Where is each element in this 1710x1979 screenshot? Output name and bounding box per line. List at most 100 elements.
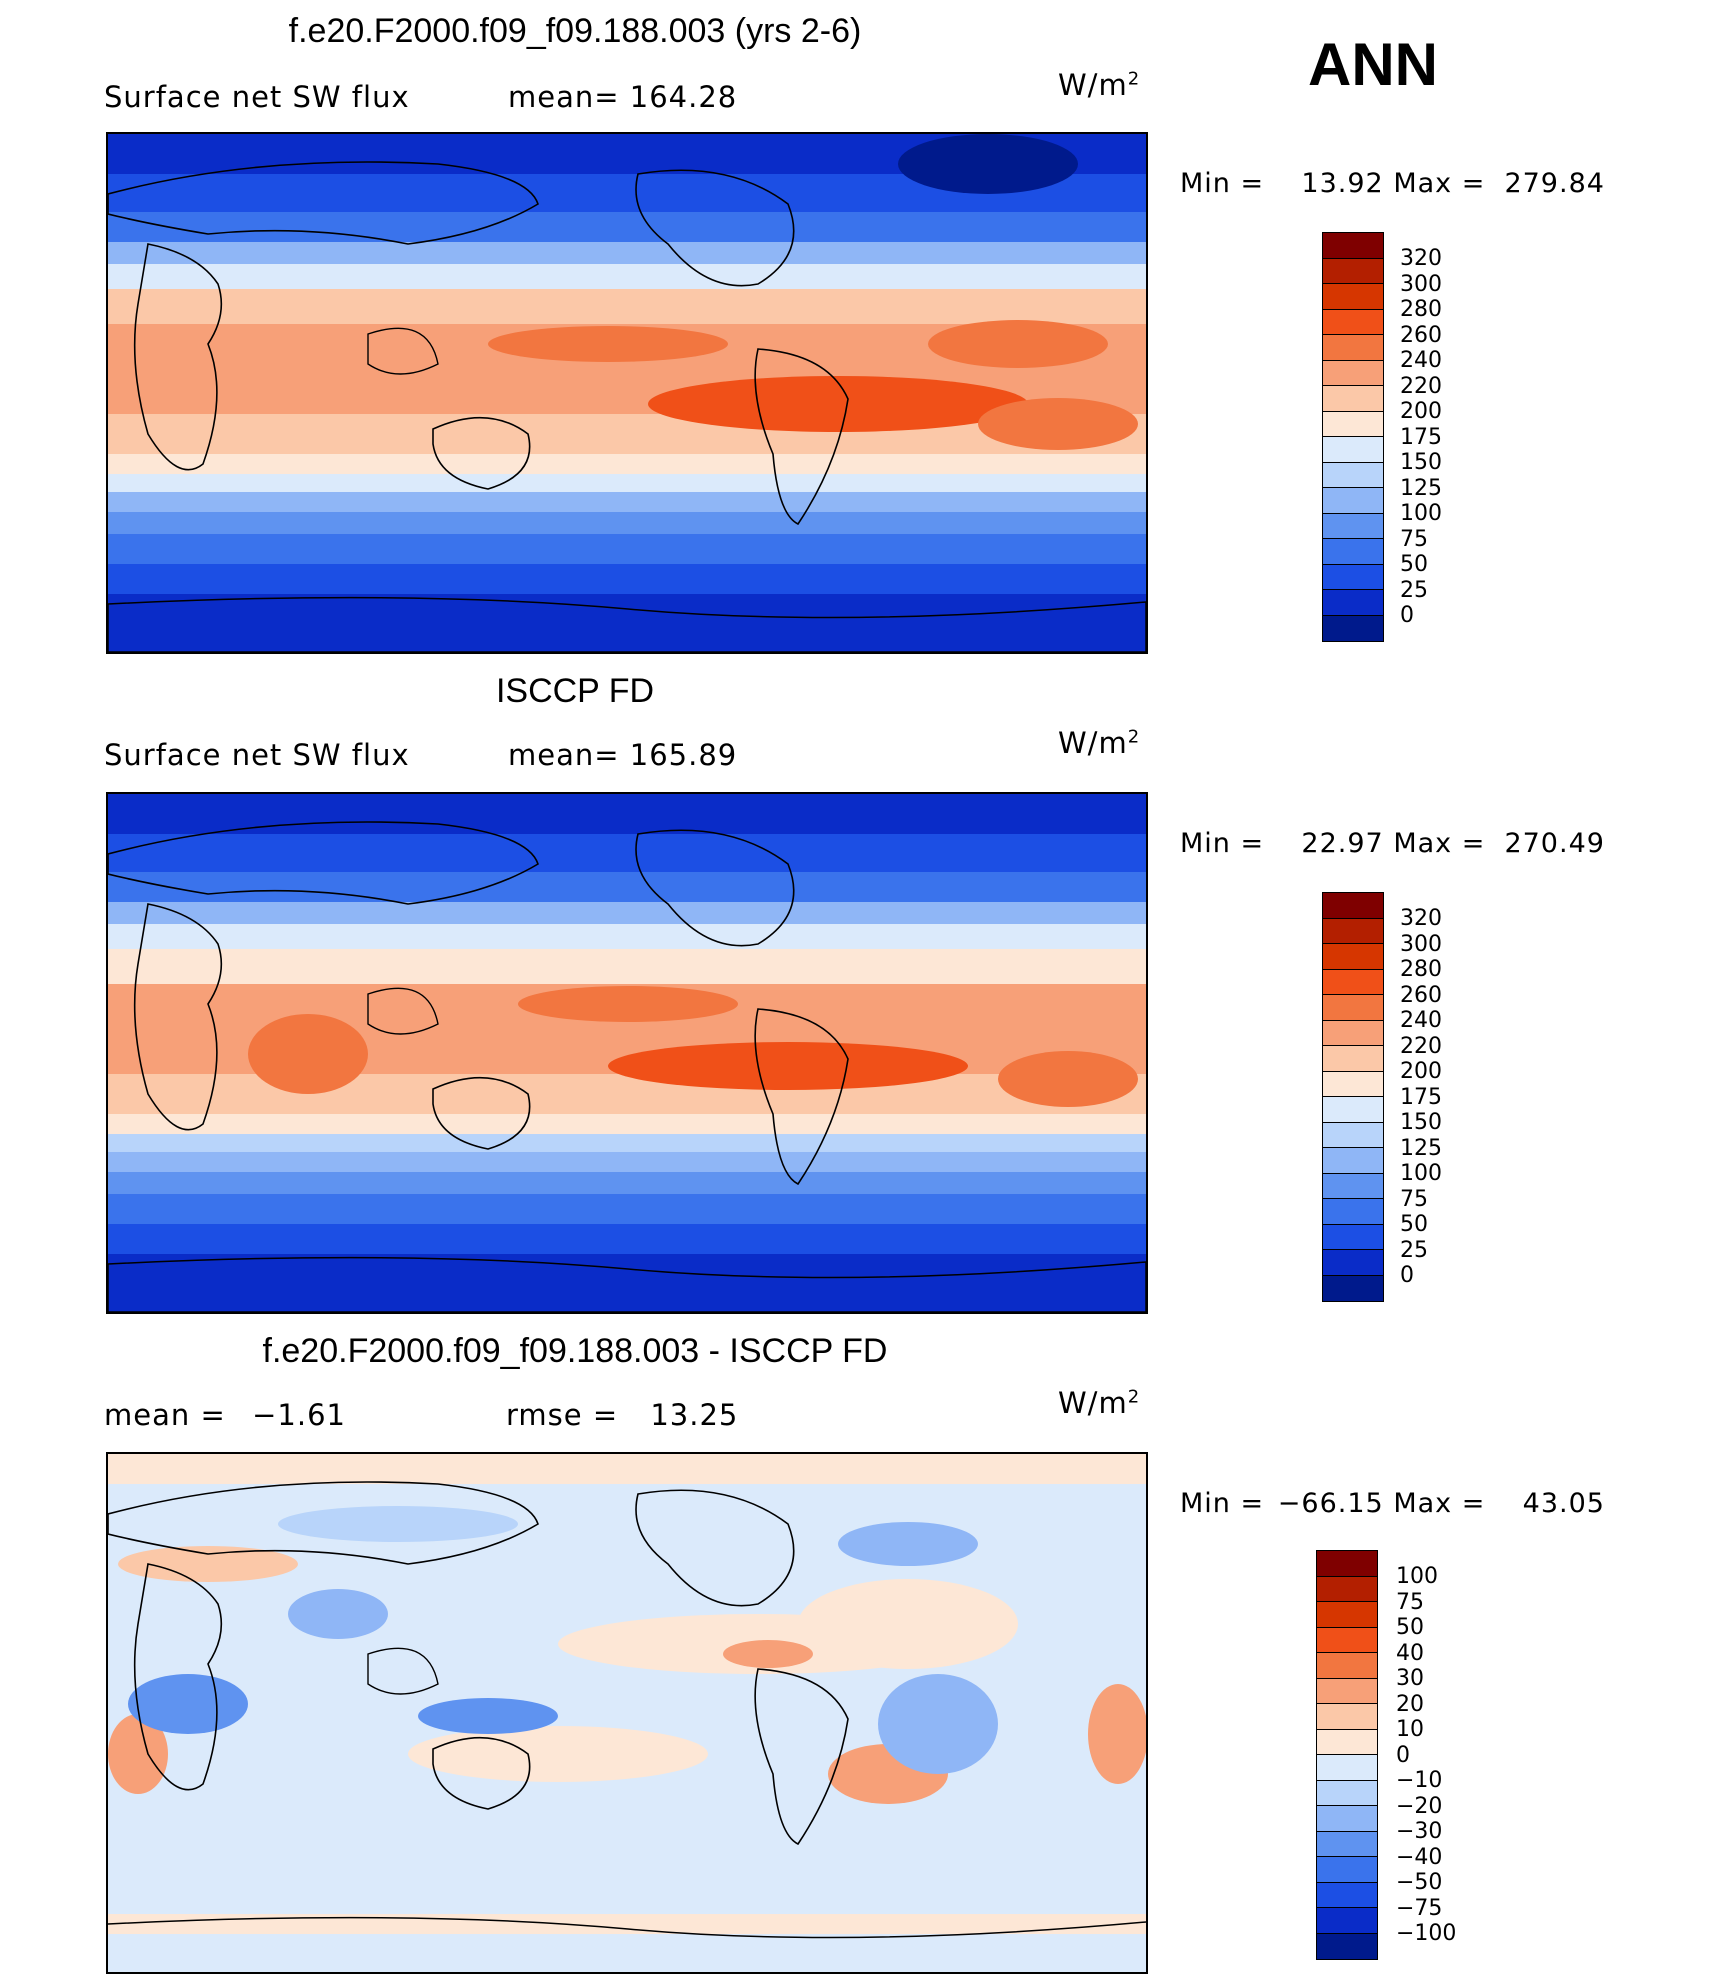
- lat-band: [108, 872, 1146, 902]
- colorbar-tick-label: −20: [1396, 1793, 1443, 1819]
- panel-1-units-sup: 2: [1127, 68, 1141, 90]
- panel-1-title: f.e20.F2000.f09_f09.188.003 (yrs 2-6): [288, 12, 862, 50]
- lat-band: [108, 924, 1146, 949]
- colorbar-swatch: [1323, 233, 1383, 259]
- panel-3-title: f.e20.F2000.f09_f09.188.003 - ISCCP FD: [262, 1332, 888, 1370]
- colorbar-swatch: [1317, 1882, 1377, 1908]
- north-america-outline: [635, 1489, 795, 1607]
- lat-band: [108, 492, 1146, 512]
- colorbar-swatch: [1317, 1602, 1377, 1628]
- colorbar-tick-label: 10: [1396, 1717, 1424, 1742]
- colorbar-swatch: [1323, 1275, 1383, 1301]
- panel-3-mean: mean = −1.61: [104, 1398, 346, 1432]
- panel-2-units-text: W/m: [1058, 726, 1128, 760]
- panel-2-map-svg: [108, 794, 1146, 1312]
- eurasia-outline: [108, 161, 539, 245]
- colorbar-swatch: [1323, 437, 1383, 463]
- colorbar-tick-label: 240: [1400, 1008, 1442, 1033]
- colorbar-tick-label: 220: [1400, 1033, 1442, 1059]
- panel-3-units-text: W/m: [1058, 1386, 1128, 1420]
- africa-outline: [133, 243, 223, 471]
- colorbar-tick-label: 75: [1400, 1186, 1428, 1212]
- colorbar-swatch: [1323, 309, 1383, 335]
- asia-outline: [367, 987, 439, 1035]
- colorbar-swatch: [1323, 969, 1383, 995]
- colorbar-1-labels: 320 300 280 260 240 220 200 175 150 125 100 75 50 25 0: [1400, 246, 1442, 629]
- colorbar-tick-label: 200: [1400, 399, 1442, 424]
- colorbar-swatch: [1317, 1857, 1377, 1883]
- colorbar-tick-label: 25: [1400, 577, 1428, 603]
- colorbar-swatch: [1317, 1780, 1377, 1806]
- australia-outline: [432, 416, 531, 490]
- panel-2-mean-value: 165.89: [629, 738, 738, 772]
- lat-band: [108, 1172, 1146, 1194]
- lat-band: [108, 454, 1146, 474]
- panel-3-map: [106, 1452, 1148, 1974]
- panel-3-units-sup: 2: [1127, 1386, 1141, 1408]
- colorbar-swatch: [1323, 539, 1383, 565]
- panel-1-units: W/m2: [1058, 68, 1140, 102]
- panel-1-map: [106, 132, 1148, 654]
- season-label: ANN: [1308, 31, 1438, 98]
- warm-pool-maximum: [608, 1042, 968, 1090]
- panel-2-units-sup: 2: [1127, 726, 1141, 748]
- panel-1-max-label: Max =: [1393, 168, 1486, 199]
- negative-anomaly: [418, 1698, 558, 1734]
- antarctica-outline: [108, 1256, 1146, 1312]
- colorbar-tick-label: 100: [1400, 1161, 1442, 1186]
- colorbar-tick-label: 25: [1400, 1237, 1428, 1263]
- panel-2-min-label: Min =: [1180, 828, 1265, 859]
- colorbar-3-labels: 100 75 50 40 30 20 10 0 −10 −20 −30 −40 −50 −75 −100: [1396, 1564, 1456, 1947]
- panel-2-units: W/m2: [1058, 726, 1140, 760]
- panel-1-min-value: 13.92: [1301, 168, 1384, 199]
- australia-outline: [432, 1736, 531, 1810]
- panel-1-units-text: W/m: [1058, 68, 1128, 102]
- panel-1-minmax: Min = 13.92 Max = 279.84: [1180, 168, 1605, 199]
- panel-2-variable: Surface net SW flux: [104, 738, 410, 772]
- subtropical-maximum: [978, 398, 1138, 450]
- colorbar-swatch: [1317, 1704, 1377, 1730]
- colorbar-tick-label: 50: [1400, 552, 1428, 577]
- colorbar-tick-label: 175: [1400, 424, 1442, 450]
- lat-band: [108, 564, 1146, 594]
- colorbar-swatch: [1317, 1933, 1377, 1959]
- panel-1-mean: mean= 164.28: [508, 80, 737, 114]
- panel-3-min-label: Min =: [1180, 1488, 1265, 1519]
- colorbar-swatch: [1323, 918, 1383, 944]
- panel-2-max-label: Max =: [1393, 828, 1486, 859]
- lat-band: [108, 1152, 1146, 1172]
- colorbar-swatch: [1323, 411, 1383, 437]
- colorbar-tick-label: −10: [1396, 1768, 1443, 1793]
- lat-band: [108, 1224, 1146, 1254]
- colorbar-tick-label: 30: [1396, 1666, 1424, 1691]
- subtropical-maximum: [928, 320, 1108, 368]
- panel-2-minmax: Min = 22.97 Max = 270.49: [1180, 828, 1605, 859]
- colorbar-tick-label: 200: [1400, 1059, 1442, 1084]
- colorbar-swatch: [1323, 564, 1383, 590]
- colorbar-swatch: [1323, 1046, 1383, 1072]
- colorbar-swatch: [1323, 1148, 1383, 1174]
- eurasia-outline: [108, 1481, 539, 1565]
- colorbar-tick-label: 20: [1396, 1691, 1424, 1717]
- lat-band: [108, 949, 1146, 984]
- colorbar-swatch: [1317, 1755, 1377, 1781]
- panel-1-mean-value: 164.28: [629, 80, 738, 114]
- panel-1-mean-label: mean=: [508, 80, 620, 114]
- lat-band: [108, 834, 1146, 872]
- colorbar-swatch: [1317, 1576, 1377, 1602]
- lat-band: [108, 212, 1146, 242]
- australia-outline: [432, 1076, 531, 1150]
- colorbar-swatch: [1323, 1173, 1383, 1199]
- colorbar-3: [1316, 1550, 1378, 1960]
- colorbar-swatch: [1317, 1831, 1377, 1857]
- colorbar-tick-label: 260: [1400, 982, 1442, 1008]
- colorbar-swatch: [1323, 386, 1383, 412]
- positive-anomaly: [108, 1714, 168, 1794]
- panel-3-max-label: Max =: [1393, 1488, 1486, 1519]
- lat-band: [108, 1134, 1146, 1152]
- colorbar-tick-label: 150: [1400, 1110, 1442, 1135]
- colorbar-swatch: [1323, 893, 1383, 919]
- colorbar-tick-label: 280: [1400, 957, 1442, 982]
- colorbar-tick-label: 320: [1400, 246, 1442, 271]
- panel-3-mean-label: mean =: [104, 1398, 226, 1432]
